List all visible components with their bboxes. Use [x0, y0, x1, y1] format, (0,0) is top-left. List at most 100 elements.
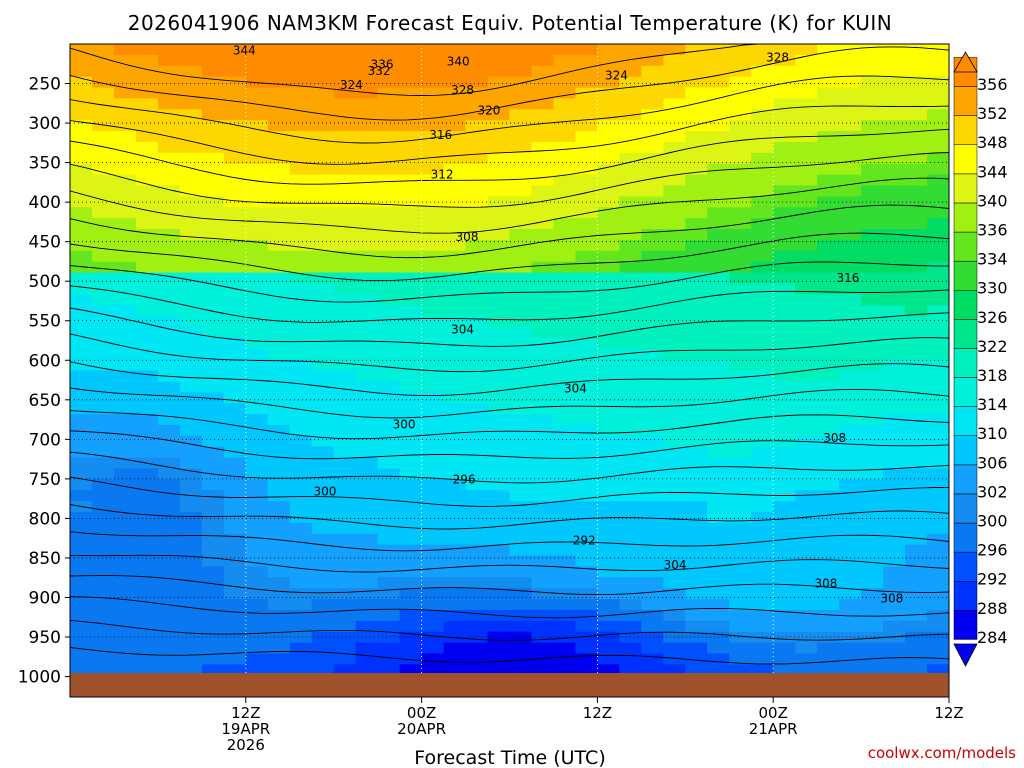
band-cell — [751, 261, 774, 274]
band-cell — [685, 424, 709, 437]
band-cell — [333, 457, 357, 470]
band-cell — [70, 370, 93, 383]
band-cell — [795, 163, 818, 176]
band-cell — [465, 392, 489, 404]
band-cell — [817, 468, 840, 481]
colorbar-swatch — [953, 551, 978, 582]
band-cell — [795, 664, 818, 677]
band-cell — [927, 566, 949, 579]
band-cell — [729, 544, 753, 557]
band-cell — [905, 403, 928, 415]
band-cell — [553, 65, 577, 78]
band-cell — [201, 87, 225, 100]
band-cell — [377, 250, 401, 263]
band-cell — [355, 98, 379, 111]
band-cell — [245, 664, 269, 677]
band-cell — [685, 326, 709, 339]
band-cell — [113, 370, 137, 383]
band-cell — [157, 44, 181, 56]
band-cell — [70, 424, 93, 437]
band-cell — [861, 348, 884, 361]
band-cell — [883, 620, 906, 633]
band-cell — [619, 414, 643, 426]
band-cell — [707, 229, 731, 241]
band-cell — [839, 185, 862, 198]
band-cell — [641, 120, 665, 132]
band-cell — [267, 566, 291, 579]
colorbar-label: 326 — [977, 308, 1008, 327]
band-cell — [905, 479, 928, 492]
band-cell — [883, 120, 906, 132]
band-cell — [861, 359, 884, 372]
band-cell — [487, 642, 511, 655]
band-cell — [135, 239, 159, 252]
band-cell — [377, 185, 401, 198]
band-cell — [201, 239, 225, 252]
band-cell — [685, 65, 709, 78]
band-cell — [817, 305, 840, 317]
band-cell — [311, 588, 335, 600]
colorbar-label: 322 — [977, 337, 1008, 356]
band-cell — [443, 163, 467, 176]
band-cell — [421, 305, 445, 317]
band-cell — [245, 272, 269, 285]
band-cell — [597, 54, 621, 67]
band-cell — [905, 337, 928, 350]
band-cell — [377, 272, 401, 285]
band-cell — [91, 642, 115, 655]
band-cell — [223, 229, 247, 241]
band-cell — [905, 261, 928, 274]
band-cell — [289, 642, 313, 655]
band-cell — [377, 316, 401, 328]
band-cell — [685, 468, 709, 481]
band-cell — [839, 76, 862, 89]
band-cell — [663, 609, 687, 622]
band-cell — [531, 609, 555, 622]
band-cell — [905, 620, 928, 633]
band-cell — [245, 207, 269, 219]
band-cell — [311, 414, 335, 426]
band-cell — [487, 305, 511, 317]
band-cell — [729, 120, 753, 132]
band-cell — [751, 185, 774, 198]
band-cell — [135, 54, 159, 67]
colorbar-label: 318 — [977, 366, 1008, 385]
band-cell — [399, 283, 423, 296]
band-cell — [553, 522, 577, 535]
band-cell — [839, 533, 862, 546]
band-cell — [465, 109, 489, 121]
band-cell — [663, 414, 687, 426]
contour-line — [70, 46, 949, 121]
band-cell — [157, 609, 181, 622]
colorbar-label: 292 — [977, 570, 1008, 589]
band-cell — [355, 326, 379, 339]
band-cell — [421, 239, 445, 252]
contour-line — [70, 596, 949, 619]
band-cell — [333, 490, 357, 502]
band-cell — [597, 479, 621, 492]
band-cell — [663, 566, 687, 579]
band-cell — [377, 511, 401, 524]
band-cell — [509, 305, 533, 317]
contour-line — [70, 476, 949, 507]
band-cell — [553, 501, 577, 513]
band-cell — [685, 370, 709, 383]
band-cell — [575, 577, 599, 589]
band-cell — [553, 348, 577, 361]
band-cell — [619, 490, 643, 502]
band-cell — [70, 305, 93, 317]
band-cell — [663, 653, 687, 666]
band-cell — [509, 283, 533, 296]
band-cell — [773, 305, 796, 317]
band-cell — [619, 261, 643, 274]
band-cell — [817, 446, 840, 459]
band-cell — [729, 98, 753, 111]
band-cell — [597, 653, 621, 666]
band-cell — [267, 577, 291, 589]
band-cell — [333, 152, 357, 165]
band-cell — [113, 392, 137, 404]
band-cell — [399, 239, 423, 252]
band-cell — [509, 609, 533, 622]
band-cell — [201, 76, 225, 89]
band-cell — [267, 44, 291, 56]
